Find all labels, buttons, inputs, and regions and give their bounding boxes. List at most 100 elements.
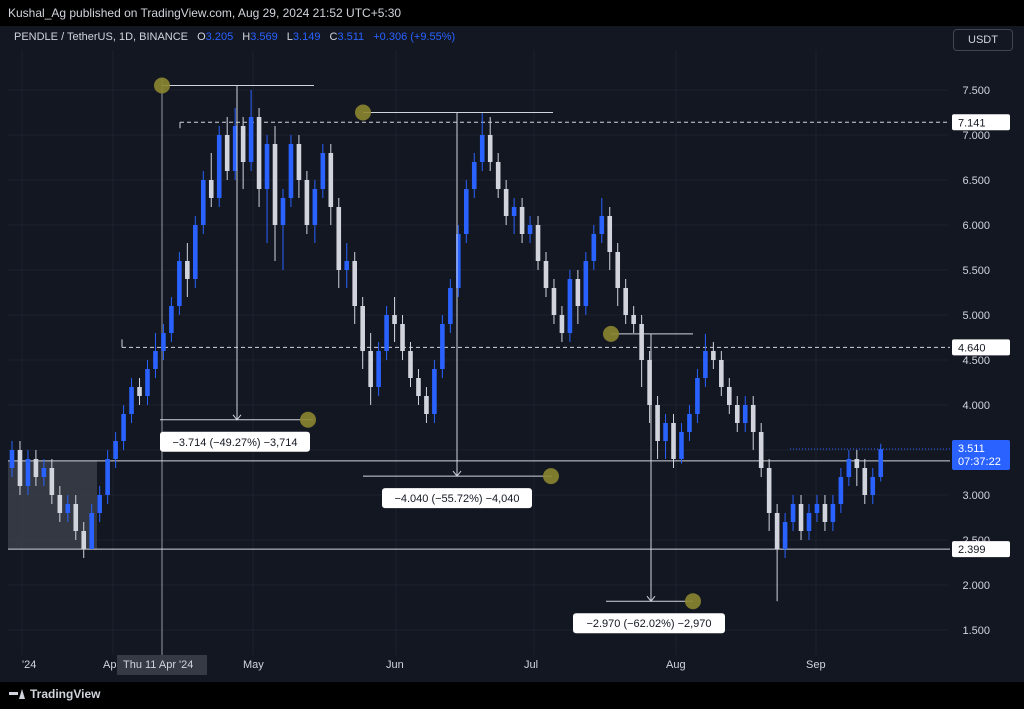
candle-body[interactable]	[33, 459, 39, 477]
candle-body[interactable]	[193, 225, 198, 279]
candle-body[interactable]	[782, 522, 788, 549]
candle-body[interactable]	[503, 189, 509, 216]
currency-button[interactable]: USDT	[953, 29, 1013, 51]
candle-body[interactable]	[591, 234, 597, 261]
candle-body[interactable]	[384, 315, 389, 351]
candle-body[interactable]	[790, 504, 796, 522]
price-level-label[interactable]	[952, 339, 1010, 356]
candle-body[interactable]	[169, 306, 174, 333]
candle-body[interactable]	[711, 351, 716, 360]
measure-label-box[interactable]	[160, 431, 310, 452]
candle-body[interactable]	[25, 459, 31, 486]
candle-body[interactable]	[57, 495, 63, 513]
candle-body[interactable]	[456, 234, 461, 288]
candle-body[interactable]	[320, 153, 326, 189]
candle-body[interactable]	[766, 468, 772, 513]
candle-body[interactable]	[360, 306, 365, 351]
candle-body[interactable]	[65, 504, 71, 513]
candle-body[interactable]	[352, 261, 358, 306]
candle-body[interactable]	[336, 207, 342, 270]
candle-body[interactable]	[200, 180, 206, 225]
candle-body[interactable]	[750, 405, 756, 432]
candle-body[interactable]	[559, 315, 565, 333]
candle-body[interactable]	[519, 207, 525, 234]
candle-body[interactable]	[9, 450, 15, 468]
candle-body[interactable]	[527, 225, 533, 234]
candle-body[interactable]	[296, 144, 302, 180]
candle-body[interactable]	[471, 162, 477, 189]
candle-body[interactable]	[758, 432, 764, 468]
tradingview-logo[interactable]: TradingView	[9, 687, 100, 701]
candle-body[interactable]	[679, 432, 684, 459]
candle-body[interactable]	[567, 279, 573, 333]
candle-body[interactable]	[575, 279, 581, 306]
candle-body[interactable]	[727, 387, 732, 405]
candle-body[interactable]	[846, 459, 852, 477]
candle-body[interactable]	[272, 144, 278, 225]
marker-dot[interactable]	[355, 104, 371, 121]
candle-body[interactable]	[440, 324, 445, 369]
candle-body[interactable]	[248, 117, 254, 162]
candle-body[interactable]	[511, 207, 517, 216]
candle-body[interactable]	[368, 351, 373, 387]
candle-body[interactable]	[344, 261, 350, 270]
candle-body[interactable]	[312, 189, 318, 225]
candle-body[interactable]	[703, 351, 708, 378]
candle-body[interactable]	[607, 216, 613, 252]
candle-body[interactable]	[256, 117, 262, 189]
candle-body[interactable]	[400, 324, 405, 351]
candle-body[interactable]	[806, 513, 812, 531]
candle-body[interactable]	[121, 414, 126, 441]
candle-body[interactable]	[535, 225, 541, 261]
candle-body[interactable]	[129, 387, 134, 414]
candle-body[interactable]	[81, 531, 87, 549]
candle-body[interactable]	[416, 378, 421, 396]
candle-body[interactable]	[304, 180, 310, 225]
candle-body[interactable]	[424, 396, 429, 414]
candle-body[interactable]	[73, 504, 79, 531]
candle-body[interactable]	[663, 423, 668, 441]
candle-body[interactable]	[734, 405, 740, 423]
measure-label-box[interactable]	[573, 613, 725, 634]
candle-body[interactable]	[631, 315, 636, 324]
candle-body[interactable]	[49, 468, 55, 495]
candle-body[interactable]	[830, 504, 836, 522]
candle-body[interactable]	[814, 504, 820, 513]
candle-body[interactable]	[432, 369, 437, 414]
candle-body[interactable]	[216, 135, 222, 198]
candle-body[interactable]	[17, 450, 23, 486]
price-level-label[interactable]	[952, 541, 1010, 558]
candle-body[interactable]	[878, 449, 884, 477]
candle-body[interactable]	[448, 288, 453, 324]
candle-body[interactable]	[870, 477, 876, 495]
candle-body[interactable]	[687, 414, 692, 432]
candle-body[interactable]	[479, 135, 485, 162]
marker-dot[interactable]	[543, 468, 559, 485]
candle-body[interactable]	[655, 405, 660, 441]
candle-body[interactable]	[487, 135, 493, 162]
candle-body[interactable]	[177, 261, 182, 306]
candle-body[interactable]	[774, 513, 780, 549]
candle-body[interactable]	[208, 180, 214, 198]
candle-body[interactable]	[97, 495, 102, 513]
candle-body[interactable]	[145, 369, 150, 396]
candle-body[interactable]	[376, 351, 381, 387]
candle-body[interactable]	[639, 324, 644, 360]
last-price-badge[interactable]	[952, 440, 1010, 471]
candle-body[interactable]	[583, 261, 589, 306]
candle-body[interactable]	[854, 459, 860, 468]
candle-body[interactable]	[161, 333, 166, 351]
candle-body[interactable]	[647, 360, 652, 405]
candle-body[interactable]	[463, 189, 469, 234]
candle-body[interactable]	[695, 378, 700, 414]
candle-body[interactable]	[113, 441, 118, 459]
marker-dot[interactable]	[300, 411, 316, 428]
price-level-label[interactable]	[952, 114, 1010, 131]
candle-body[interactable]	[185, 261, 190, 279]
measure-label-box[interactable]	[382, 488, 532, 509]
candle-body[interactable]	[623, 288, 628, 315]
candle-body[interactable]	[41, 468, 47, 477]
candle-body[interactable]	[742, 405, 748, 423]
candle-body[interactable]	[599, 216, 605, 234]
